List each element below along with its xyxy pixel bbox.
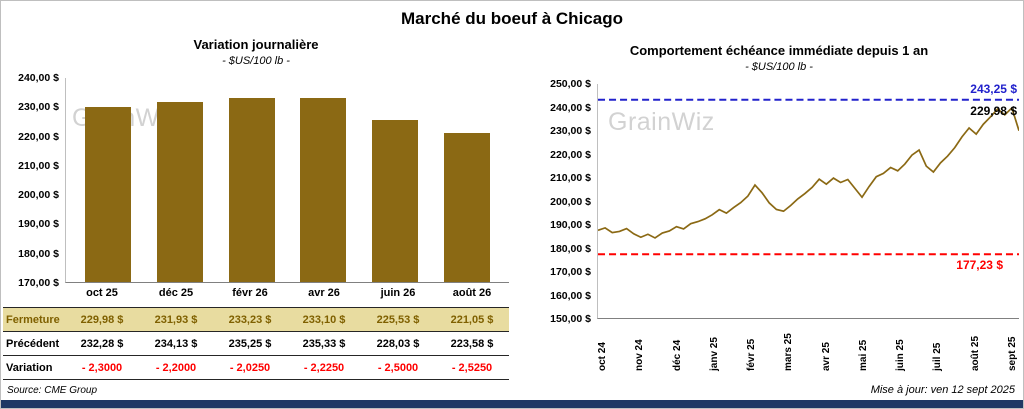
x-month-label: mai 25 (857, 339, 869, 371)
summary-table: Fermeture 229,98 $ 231,93 $ 233,23 $ 233… (3, 307, 509, 380)
x-month-label: janv 25 (708, 337, 720, 371)
grainwiz-watermark: GrainWiz (608, 108, 715, 136)
table-cell: 229,98 $ (80, 313, 124, 326)
x-month-label: juil 25 (932, 342, 944, 371)
line-xlabels: oct 24 nov 24 déc 24 janv 25 févr 25 mar… (597, 319, 1019, 371)
table-cell: 223,58 $ (450, 337, 494, 350)
y-tick-label: 220,00 $ (550, 148, 591, 161)
bar-chart-subtitle: - $US/100 lb - (222, 55, 290, 67)
x-month-label: févr 25 (746, 338, 758, 371)
x-category-label: août 26 (452, 287, 492, 299)
line-plot: GrainWiz 243,25 $ 229,98 $ 177,23 $ (597, 81, 1019, 319)
bar-chart-title: Variation journalière (193, 37, 319, 52)
table-cell: 221,05 $ (450, 313, 494, 326)
table-row-variation: Variation - 2,3000 - 2,2000 - 2,0250 - 2… (3, 356, 509, 380)
table-cell: 232,28 $ (80, 337, 124, 350)
bar (156, 101, 203, 282)
y-tick-label: 180,00 $ (550, 242, 591, 255)
table-cell: - 2,0250 (229, 361, 271, 374)
table-cell: 231,93 $ (154, 313, 198, 326)
daily-variation-panel: Variation journalière - $US/100 lb - 240… (3, 37, 509, 380)
support-label: 177,23 $ (956, 258, 1003, 273)
row-label: Fermeture (6, 313, 60, 326)
bar-plot: GrainWiz (65, 78, 509, 283)
bar-yaxis: 240,00 $ 230,00 $ 220,00 $ 210,00 $ 200,… (3, 72, 65, 289)
table-row-precedent: Précédent 232,28 $ 234,13 $ 235,25 $ 235… (3, 332, 509, 356)
y-tick-label: 250,00 $ (550, 78, 591, 90)
bar (444, 133, 491, 282)
row-label: Variation (6, 361, 53, 374)
updated-note: Mise à jour: ven 12 sept 2025 (870, 384, 1015, 396)
line-ytick-labels: 250,00 $ 240,00 $ 230,00 $ 220,00 $ 210,… (539, 77, 591, 326)
y-tick-label: 170,00 $ (18, 276, 59, 289)
y-tick-label: 240,00 $ (550, 101, 591, 114)
bottom-bar (1, 400, 1023, 408)
x-month-label: avr 25 (820, 342, 832, 371)
x-category-label: oct 25 (86, 287, 118, 299)
source-note: Source: CME Group (7, 385, 98, 396)
bar (228, 97, 275, 282)
y-tick-label: 170,00 $ (550, 266, 591, 278)
table-cell: - 2,5250 (451, 361, 493, 374)
table-cell: 233,10 $ (302, 313, 346, 326)
x-month-label: nov 24 (634, 339, 646, 371)
y-tick-label: 200,00 $ (18, 189, 59, 202)
table-cell: - 2,5000 (377, 361, 419, 374)
x-month-label: août 25 (969, 335, 981, 371)
page-title: Marché du boeuf à Chicago (401, 9, 623, 28)
bar (300, 98, 347, 282)
table-cell: - 2,2250 (303, 361, 345, 374)
table-cell: 225,53 $ (376, 313, 420, 326)
y-tick-label: 180,00 $ (18, 247, 59, 260)
x-month-label: déc 24 (671, 339, 683, 371)
table-cell: 233,23 $ (228, 313, 272, 326)
bar (372, 120, 419, 282)
bar-ytick-labels: 240,00 $ 230,00 $ 220,00 $ 210,00 $ 200,… (3, 71, 59, 290)
line-plot-svg (598, 98, 1019, 256)
x-month-label: sept 25 (1006, 336, 1018, 371)
line-chart-subtitle: - $US/100 lb - (745, 61, 813, 73)
last-value-label: 229,98 $ (970, 103, 1017, 118)
resistance-label: 243,25 $ (970, 81, 1017, 96)
y-tick-label: 210,00 $ (550, 172, 591, 184)
table-cell: - 2,3000 (81, 361, 123, 374)
y-tick-label: 150,00 $ (550, 313, 591, 325)
x-month-label: oct 24 (597, 342, 608, 371)
y-tick-label: 160,00 $ (550, 289, 591, 302)
table-cell: 228,03 $ (376, 337, 420, 350)
x-category-label: déc 25 (158, 287, 194, 299)
y-tick-label: 230,00 $ (550, 125, 591, 137)
y-tick-label: 200,00 $ (550, 195, 591, 208)
y-tick-label: 220,00 $ (18, 130, 59, 143)
line-yaxis: 250,00 $ 240,00 $ 230,00 $ 220,00 $ 210,… (539, 78, 597, 325)
y-tick-label: 190,00 $ (550, 219, 591, 231)
row-label: Précédent (6, 337, 60, 350)
bar-chart: 240,00 $ 230,00 $ 220,00 $ 210,00 $ 200,… (3, 72, 509, 289)
x-category-label: avr 26 (308, 287, 340, 299)
front-month-panel: Comportement échéance immédiate depuis 1… (539, 43, 1019, 371)
y-tick-label: 230,00 $ (18, 101, 59, 114)
table-row-fermeture: Fermeture 229,98 $ 231,93 $ 233,23 $ 233… (3, 308, 509, 332)
line-chart: 250,00 $ 240,00 $ 230,00 $ 220,00 $ 210,… (539, 78, 1019, 325)
x-category-label: juin 26 (380, 287, 416, 299)
bar-xlabels: oct 25 déc 25 févr 26 avr 26 juin 26 aoû… (65, 283, 509, 303)
table-cell: 234,13 $ (154, 337, 198, 350)
line-chart-title: Comportement échéance immédiate depuis 1… (629, 43, 929, 58)
x-month-label: juin 25 (895, 339, 907, 371)
table-cell: - 2,2000 (155, 361, 197, 374)
y-tick-label: 240,00 $ (18, 72, 59, 84)
y-tick-label: 210,00 $ (18, 159, 59, 172)
table-cell: 235,25 $ (228, 337, 272, 350)
table-cell: 235,33 $ (302, 337, 346, 350)
bar (84, 107, 131, 282)
x-category-label: févr 26 (232, 287, 268, 299)
x-month-label: mars 25 (783, 333, 795, 371)
y-tick-label: 190,00 $ (18, 218, 59, 231)
